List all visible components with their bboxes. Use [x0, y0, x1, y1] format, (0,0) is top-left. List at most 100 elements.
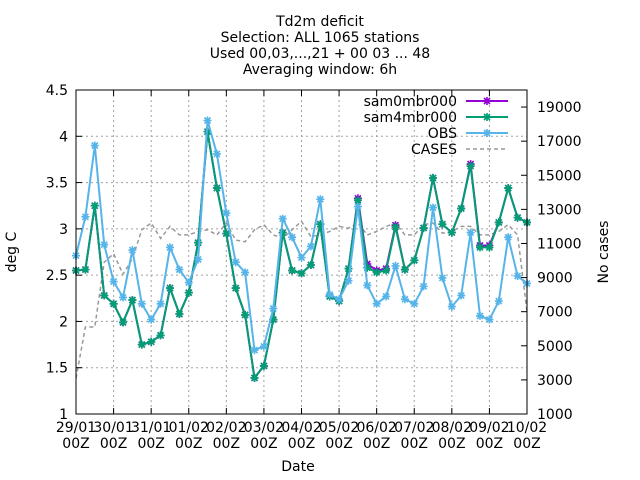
data-point — [457, 204, 466, 213]
x-tick-label-hour: 00Z — [513, 436, 540, 452]
data-point — [382, 266, 391, 275]
data-point — [353, 202, 362, 211]
title-line-1: Td2m deficit — [275, 14, 364, 30]
data-point — [429, 173, 437, 182]
legend-item-sam4mbr000: sam4mbr000 — [364, 110, 508, 126]
data-point — [391, 261, 400, 270]
data-point — [494, 297, 503, 306]
data-point — [485, 243, 494, 252]
data-point — [297, 269, 306, 278]
series-line — [75, 220, 528, 379]
y2-tick-label: 1000 — [537, 407, 573, 423]
data-point — [466, 161, 475, 170]
series-obs — [72, 116, 531, 355]
data-point — [147, 315, 156, 324]
y-axis-label: deg C — [4, 231, 20, 272]
x-tick-label-date: 09/02 — [469, 420, 509, 436]
legend-item-cases: CASES — [411, 142, 508, 158]
data-point — [316, 220, 325, 229]
data-point — [128, 296, 137, 305]
x-tick-label-date: 08/02 — [432, 420, 472, 436]
data-point — [81, 212, 90, 221]
y2-axis-label: No cases — [596, 221, 612, 284]
data-point — [306, 242, 315, 251]
data-point — [100, 291, 109, 300]
data-point — [184, 288, 193, 297]
x-tick-label-hour: 00Z — [438, 436, 465, 452]
data-point — [156, 331, 165, 340]
data-point — [147, 337, 156, 346]
data-point — [203, 116, 212, 125]
y2-tick-label: 17000 — [537, 134, 582, 150]
data-point — [504, 184, 513, 193]
y2-tick-label: 9000 — [537, 271, 573, 287]
x-tick-label-hour: 00Z — [363, 436, 390, 452]
data-point — [222, 229, 231, 238]
chart-title: Td2m deficit Selection: ALL 1065 station… — [210, 14, 430, 78]
data-point — [166, 243, 174, 252]
y2-tick-label: 11000 — [537, 236, 582, 252]
x-tick-label-hour: 00Z — [476, 436, 503, 452]
data-point — [476, 311, 484, 320]
data-point — [410, 256, 419, 265]
data-point — [250, 373, 259, 382]
data-point — [372, 268, 381, 277]
data-point — [194, 255, 203, 264]
data-point — [109, 299, 118, 308]
data-point — [90, 141, 99, 150]
data-point — [259, 361, 268, 370]
series-cases — [75, 220, 528, 379]
data-point — [231, 284, 240, 293]
data-point — [212, 184, 221, 193]
data-point — [241, 268, 250, 277]
legend-marker — [483, 129, 491, 137]
x-tick-label-date: 06/02 — [356, 420, 396, 436]
x-tick-label-hour: 00Z — [100, 436, 127, 452]
y-tick-label: 1 — [59, 407, 68, 423]
x-tick-label-date: 10/02 — [507, 420, 547, 436]
x-tick-label-hour: 00Z — [401, 436, 428, 452]
data-point — [109, 277, 118, 286]
y-tick-label: 3 — [59, 222, 68, 238]
data-point — [166, 284, 174, 293]
legend-label: OBS — [428, 126, 457, 142]
legend-label: sam4mbr000 — [364, 110, 457, 126]
data-point — [175, 265, 184, 274]
data-point — [278, 214, 287, 223]
x-tick-label-date: 05/02 — [319, 420, 359, 436]
data-point — [447, 228, 456, 237]
data-point — [128, 246, 137, 255]
data-point — [119, 293, 127, 302]
data-point — [288, 266, 297, 275]
data-point — [250, 346, 259, 355]
data-point — [353, 196, 362, 205]
x-tick-label-hour: 00Z — [175, 436, 202, 452]
data-point — [391, 223, 400, 231]
data-point — [363, 281, 372, 290]
data-point — [156, 299, 165, 308]
data-point — [485, 315, 494, 324]
data-point — [222, 209, 231, 218]
data-point — [419, 223, 428, 232]
data-point — [241, 310, 250, 319]
y2-tick-label: 7000 — [537, 305, 573, 321]
legend-label: sam0mbr000 — [364, 94, 457, 110]
data-point — [400, 295, 409, 304]
y2-tick-label: 13000 — [537, 202, 582, 218]
title-line-3: Used 00,03,...,21 + 00 03 ... 48 — [210, 46, 430, 62]
y-tick-label: 2 — [59, 314, 68, 330]
data-point — [278, 228, 287, 237]
y-tick-label: 1.5 — [46, 361, 68, 377]
data-point — [476, 243, 484, 252]
data-point — [325, 290, 334, 299]
x-tick-label-hour: 00Z — [288, 436, 315, 452]
data-point — [344, 276, 353, 285]
data-point — [175, 310, 184, 318]
data-point — [504, 233, 513, 242]
x-tick-label-hour: 00Z — [250, 436, 277, 452]
data-point — [419, 282, 428, 291]
axis-ticks: 1 1.5 2 2.5 3 3.5 4 4.5 1000 3000 5000 7000 9000 1100… — [46, 83, 582, 452]
grid — [76, 90, 527, 414]
